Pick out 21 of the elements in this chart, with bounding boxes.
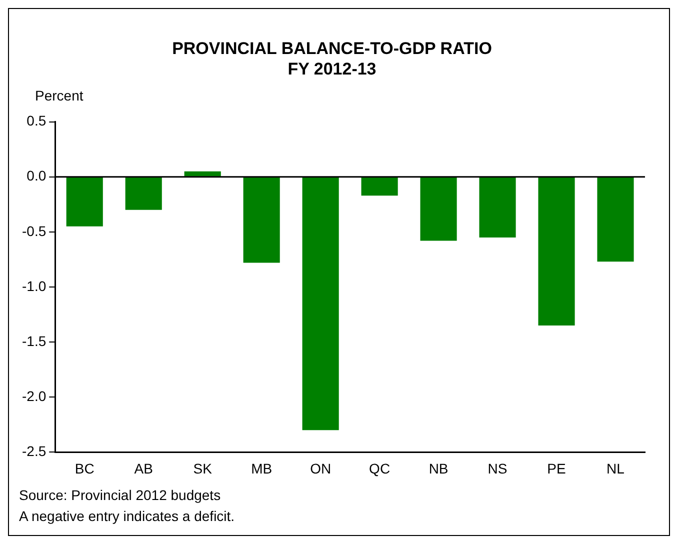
x-tick-label: BC [74, 460, 94, 476]
x-tick-label: MB [251, 460, 272, 476]
x-tick-label: ON [310, 460, 332, 476]
x-tick-label: PE [547, 460, 566, 476]
x-tick-label: SK [193, 460, 213, 476]
y-axis-title: Percent [35, 88, 84, 104]
source-note: Source: Provincial 2012 budgets [19, 486, 222, 505]
x-tick-label: NS [488, 460, 508, 476]
x-tick-label: NB [428, 460, 448, 476]
y-tick-label: -1.5 [22, 332, 46, 349]
text: A negative entry indicates a deficit. [19, 507, 236, 526]
y-tick-label: -2.5 [22, 443, 46, 460]
y-tick-label: 0.5 [26, 112, 46, 129]
y-tick-label: -1.0 [22, 278, 46, 294]
y-tick-label: -2.0 [22, 388, 46, 404]
x-tick-label: NL [606, 460, 625, 476]
chart-title: PROVINCIAL BALANCE-TO-GDP RATIO FY 2012-13 [172, 38, 492, 78]
y-tick-label: 0.0 [26, 168, 46, 184]
x-tick-label: QC [369, 460, 390, 476]
x-tick-label: AB [134, 460, 153, 476]
y-tick-label: -0.5 [22, 222, 46, 239]
